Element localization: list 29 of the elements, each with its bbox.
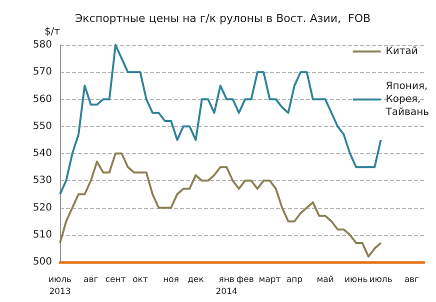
x-tick-label: авг <box>84 275 99 285</box>
x-tick-label: июнь <box>344 275 368 285</box>
y-tick-label: 560 <box>32 94 52 105</box>
legend-label: Япония, Корея, Тайвань <box>384 81 430 118</box>
line-series <box>59 152 382 258</box>
x-tick-label: ноя <box>163 275 179 285</box>
y-tick-label: 500 <box>32 256 52 268</box>
x-tick-label: июль 2013 <box>48 275 72 297</box>
line-series <box>59 44 382 196</box>
y-tick-label: 540 <box>32 148 52 159</box>
y-axis-title: $/т <box>44 26 60 38</box>
x-tick-label: фев <box>236 275 254 285</box>
x-tick-label: май <box>316 275 334 285</box>
x-tick-label: дек <box>188 275 204 285</box>
x-tick-label: окт <box>132 275 148 285</box>
legend-label: Китай <box>386 46 418 57</box>
chart-title: Экспортные цены на г/к рулоны в Вост. Азии, FOB <box>75 12 371 25</box>
y-tick-label: 580 <box>32 40 52 50</box>
x-tick-label: март <box>258 275 281 285</box>
y-tick-label: 520 <box>32 202 52 214</box>
x-tick-label: янв 2014 <box>216 275 238 297</box>
x-tick-label: июль <box>369 275 392 285</box>
y-tick-label: 530 <box>32 175 52 186</box>
y-tick-label: 550 <box>32 120 52 132</box>
x-tick-label: сент <box>105 275 126 285</box>
y-tick-label: 510 <box>32 229 52 240</box>
x-tick-label: апр <box>286 275 303 285</box>
y-tick-label: 570 <box>32 66 52 78</box>
x-tick-label: авг <box>404 275 420 285</box>
